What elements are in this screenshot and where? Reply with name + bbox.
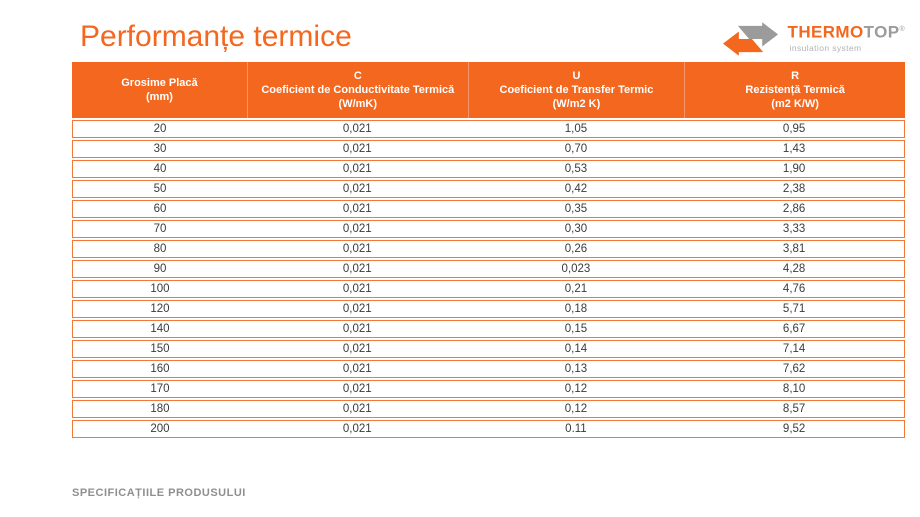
table-cell: 0,021 [246,360,468,378]
table-cell: 0,70 [467,140,685,158]
table-row: 20 0,021 1,05 0,95 [72,120,905,138]
table-row: 200 0,021 0.11 9,52 [72,420,905,438]
table-row: 70 0,021 0,30 3,33 [72,220,905,238]
table-cell: 160 [72,360,247,378]
table-cell: 0,95 [684,120,905,138]
thermal-table: Grosime Placă (mm) C Coeficient de Condu… [72,60,905,440]
table-cell: 4,28 [684,260,905,278]
table-row: 180 0,021 0,12 8,57 [72,400,905,418]
brand-primary: THERMO [787,22,864,42]
table-cell: 0,021 [246,340,468,358]
table-row: 160 0,021 0,13 7,62 [72,360,905,378]
thermotop-arrows-icon [722,20,779,56]
table-cell: 0.11 [467,420,685,438]
thermotop-logo: THERMOTOP® insulation system [722,20,905,56]
table-cell: 0,30 [467,220,685,238]
table-cell: 0,53 [467,160,685,178]
column-header-thickness: Grosime Placă (mm) [72,62,247,118]
table-cell: 0,15 [467,320,685,338]
table-cell: 0,021 [246,320,468,338]
footer-section-label: SPECIFICAȚIILE PRODUSULUI [72,487,246,499]
table-cell: 20 [72,120,247,138]
table-row: 30 0,021 0,70 1,43 [72,140,905,158]
table-cell: 80 [72,240,247,258]
table-row: 120 0,021 0,18 5,71 [72,300,905,318]
table-body: 20 0,021 1,05 0,95 30 0,021 0,70 1,43 40 0,021 0,5… [72,120,905,438]
table-cell: 1,05 [467,120,685,138]
table-cell: 7,62 [684,360,905,378]
table-row: 170 0,021 0,12 8,10 [72,380,905,398]
table-cell: 140 [72,320,247,338]
table-cell: 0,12 [467,400,685,418]
table-row: 80 0,021 0,26 3,81 [72,240,905,258]
table-row: 60 0,021 0,35 2,86 [72,200,905,218]
table-cell: 180 [72,400,247,418]
table-cell: 0,021 [246,240,468,258]
table-cell: 200 [72,420,247,438]
table-cell: 0,021 [246,420,468,438]
table-cell: 0,021 [246,380,468,398]
table-cell: 7,14 [684,340,905,358]
table-cell: 3,33 [684,220,905,238]
brand-name: THERMOTOP® [788,20,905,42]
table-cell: 6,67 [684,320,905,338]
logo-text: THERMOTOP® insulation system [788,20,905,53]
table-cell: 8,10 [684,380,905,398]
table-cell: 0,35 [467,200,685,218]
table-cell: 150 [72,340,247,358]
table-cell: 0,26 [467,240,685,258]
table-row: 150 0,021 0,14 7,14 [72,340,905,358]
table-cell: 90 [72,260,247,278]
table-cell: 40 [72,160,247,178]
table-cell: 0,18 [467,300,685,318]
brand-tagline: insulation system [789,42,862,53]
table-cell: 70 [72,220,247,238]
table-cell: 0,021 [246,400,468,418]
table-row: 140 0,021 0,15 6,67 [72,320,905,338]
column-header-transfer: U Coeficient de Transfer Termic (W/m2 K) [467,62,685,118]
brand-secondary: TOP [863,22,900,42]
table-cell: 0,021 [246,220,468,238]
table-cell: 0,021 [246,180,468,198]
table-cell: 0,021 [246,120,468,138]
table-cell: 0,13 [467,360,685,378]
page-title: Performanțe termice [80,20,352,53]
table-cell: 30 [72,140,247,158]
table-cell: 0,42 [467,180,685,198]
table-header-row: Grosime Placă (mm) C Coeficient de Condu… [72,62,905,118]
table-row: 40 0,021 0,53 1,90 [72,160,905,178]
table-cell: 2,86 [684,200,905,218]
table-cell: 1,90 [684,160,905,178]
table-cell: 0,021 [246,160,468,178]
table-cell: 170 [72,380,247,398]
table-cell: 0,21 [467,280,685,298]
table-cell: 9,52 [684,420,905,438]
table-cell: 50 [72,180,247,198]
table-cell: 1,43 [684,140,905,158]
table-cell: 5,71 [684,300,905,318]
table-cell: 3,81 [684,240,905,258]
table-cell: 0,023 [467,260,685,278]
thermal-performance-table: Grosime Placă (mm) C Coeficient de Condu… [72,60,905,440]
table-cell: 2,38 [684,180,905,198]
table-header: Grosime Placă (mm) C Coeficient de Condu… [72,62,905,118]
table-cell: 4,76 [684,280,905,298]
table-row: 100 0,021 0,21 4,76 [72,280,905,298]
table-cell: 0,021 [246,280,468,298]
registered-mark: ® [899,26,905,33]
table-cell: 0,14 [467,340,685,358]
table-cell: 0,12 [467,380,685,398]
column-header-resistance: R Rezistență Termică (m2 K/W) [684,62,905,118]
table-cell: 0,021 [246,200,468,218]
column-header-conductivity: C Coeficient de Conductivitate Termică (… [246,62,468,118]
table-cell: 0,021 [246,300,468,318]
table-cell: 120 [72,300,247,318]
table-row: 90 0,021 0,023 4,28 [72,260,905,278]
table-cell: 8,57 [684,400,905,418]
table-cell: 0,021 [246,140,468,158]
table-cell: 60 [72,200,247,218]
table-cell: 0,021 [246,260,468,278]
table-row: 50 0,021 0,42 2,38 [72,180,905,198]
table-cell: 100 [72,280,247,298]
